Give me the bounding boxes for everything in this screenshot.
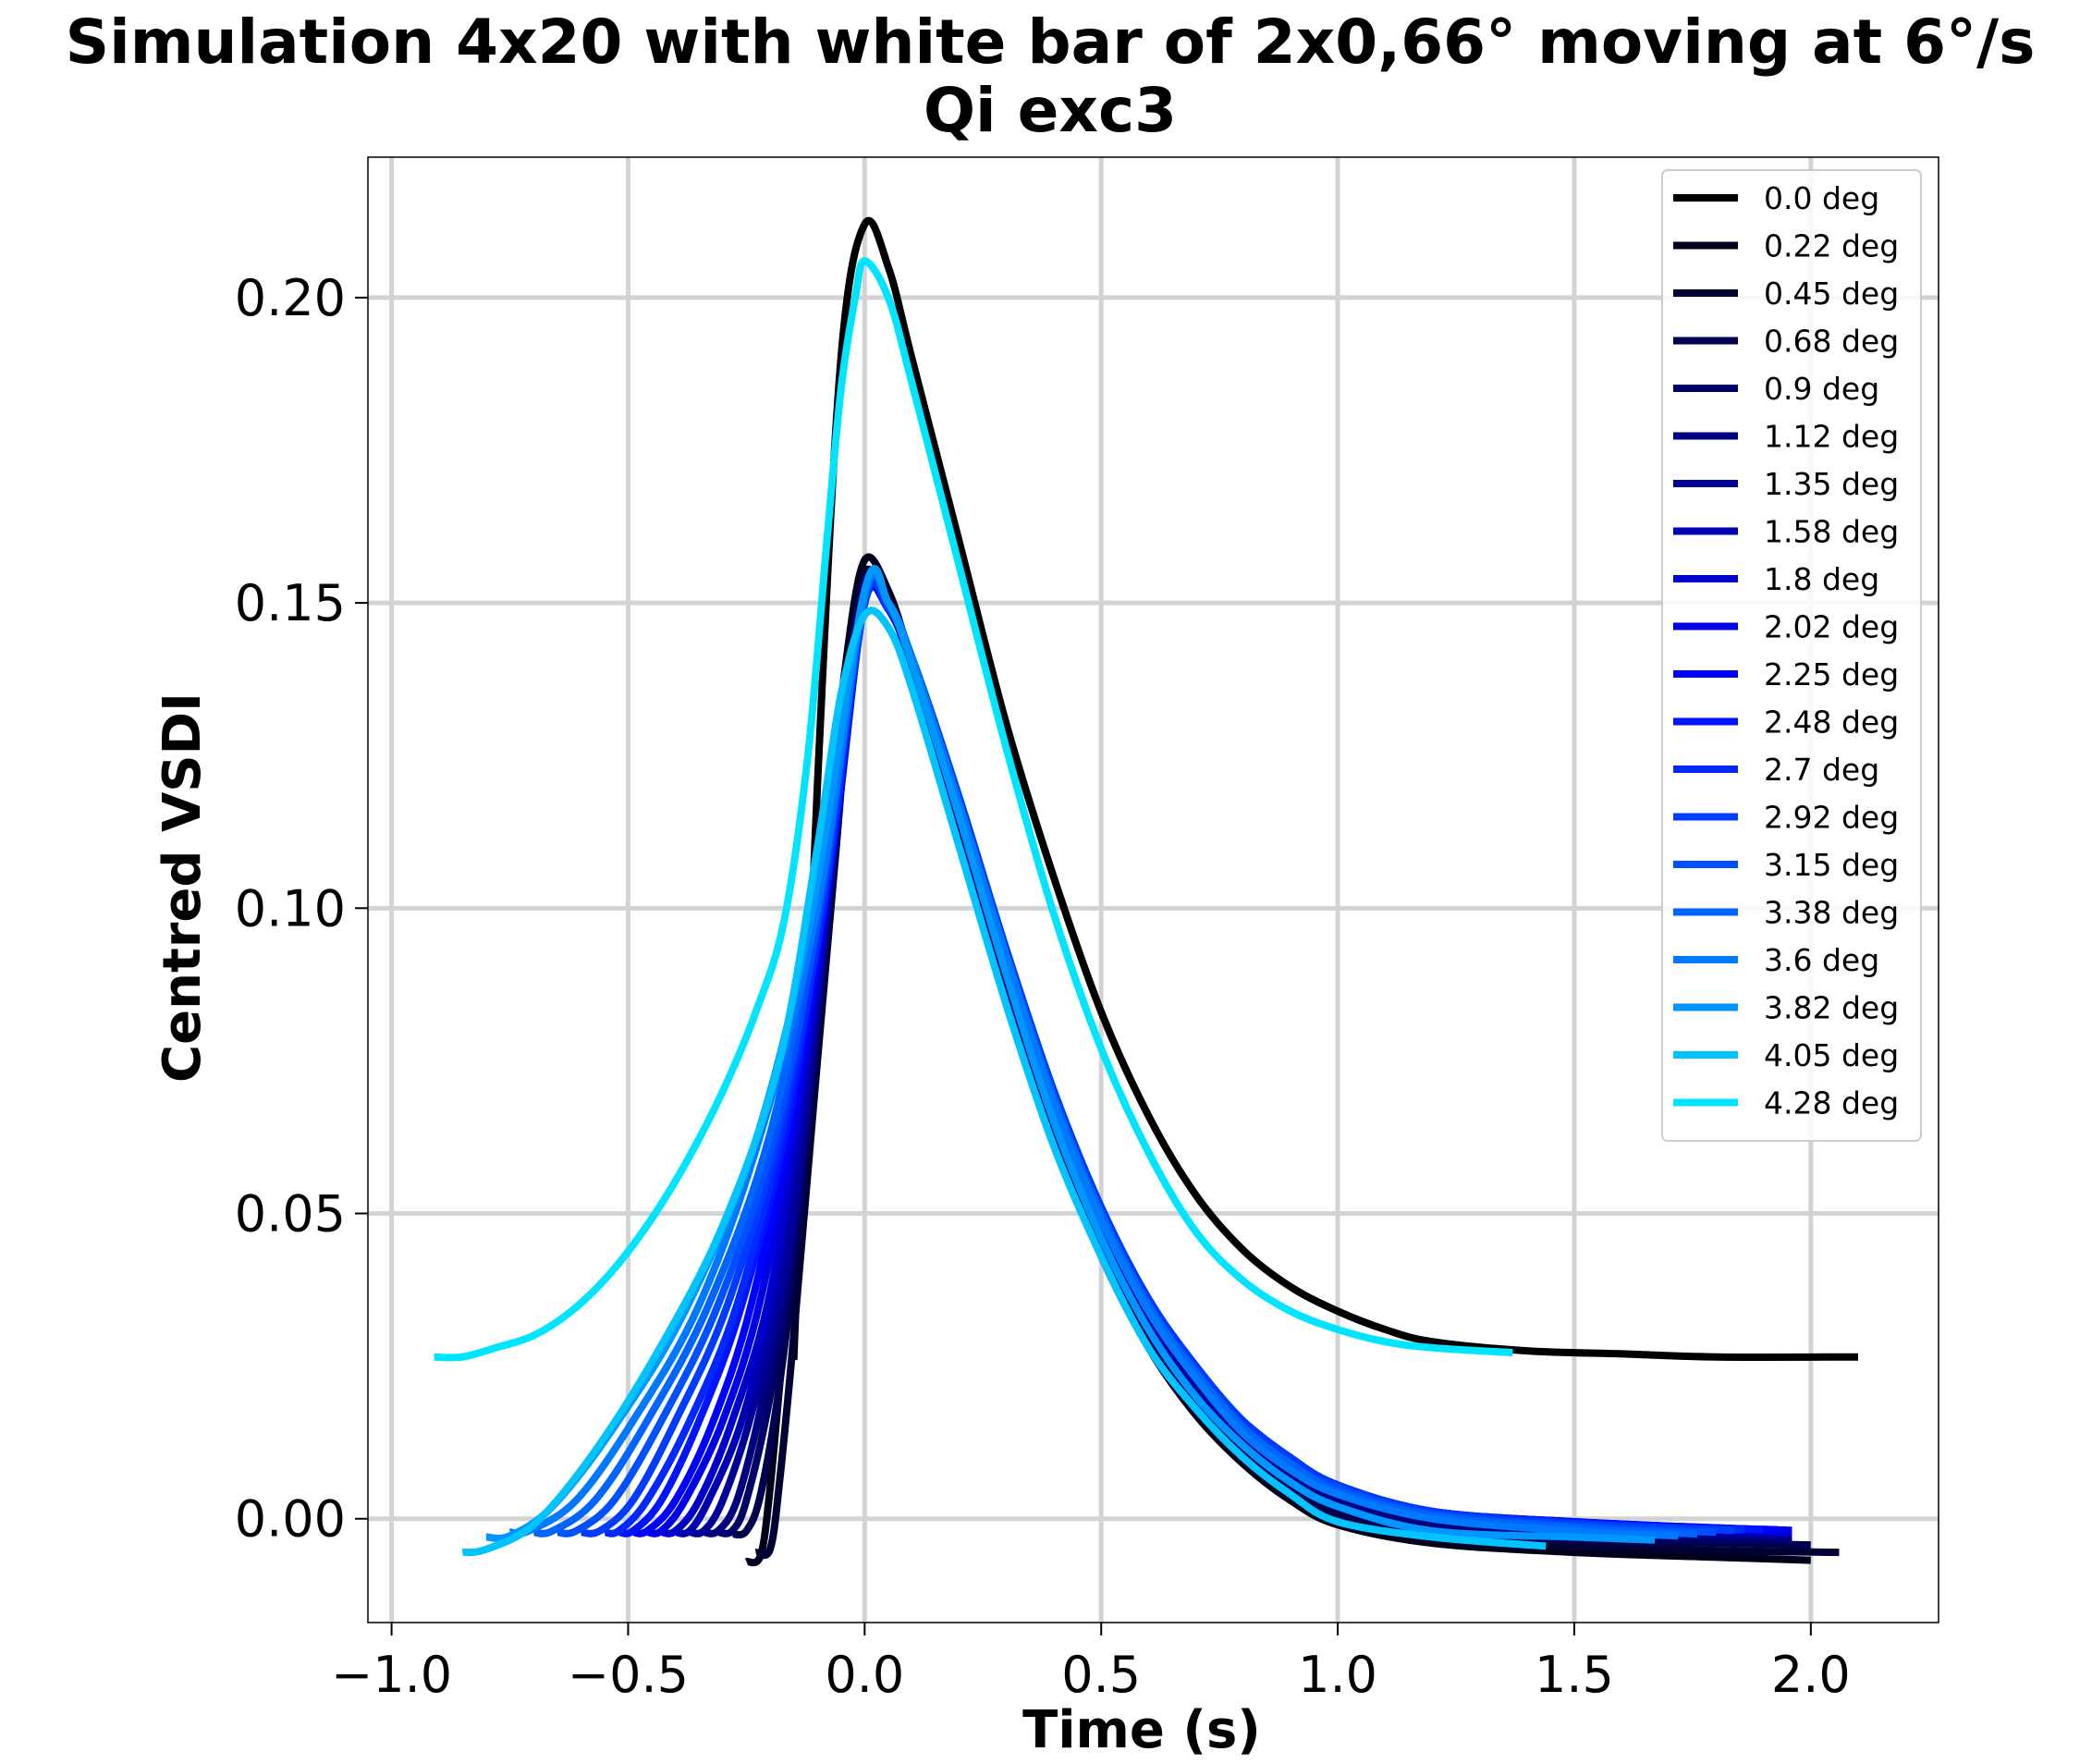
chart-title: Simulation 4x20 with white bar of 2x0,66… <box>66 6 2036 78</box>
legend-label: 2.48 deg <box>1764 704 1899 741</box>
series-line-17 <box>485 564 1656 1544</box>
legend-label: 4.05 deg <box>1764 1037 1899 1073</box>
legend-label: 2.02 deg <box>1764 609 1899 645</box>
x-tick-label: 0.5 <box>1061 1646 1141 1704</box>
x-axis-label: Time (s) <box>1022 1700 1261 1760</box>
legend: 0.0 deg 0.22 deg 0.45 deg 0.68 deg 0.9 deg 1.… <box>1661 169 1922 1142</box>
legend-label: 3.38 deg <box>1764 895 1899 931</box>
legend-label: 1.12 deg <box>1764 419 1899 455</box>
legend-label: 0.68 deg <box>1764 324 1899 360</box>
x-tick-label: 1.0 <box>1298 1646 1377 1704</box>
y-tick-label: 0.00 <box>235 1490 346 1549</box>
series-layer <box>434 216 1859 1567</box>
y-axis-label: Centred VSDI <box>153 692 213 1083</box>
series-line-18 <box>461 606 1547 1557</box>
legend-label: 0.22 deg <box>1764 228 1899 264</box>
plot-area-frame <box>367 156 1939 1623</box>
x-tick-label: 1.5 <box>1535 1646 1614 1704</box>
legend-label: 0.45 deg <box>1764 276 1899 312</box>
legend-box <box>1661 169 1922 1142</box>
legend-label: 3.82 deg <box>1764 990 1899 1026</box>
legend-label: 3.6 deg <box>1764 942 1879 978</box>
series-line-19 <box>434 257 1513 1362</box>
y-tick-label: 0.20 <box>235 269 346 327</box>
legend-label: 4.28 deg <box>1764 1085 1899 1121</box>
legend-label: 1.8 deg <box>1764 561 1879 597</box>
legend-label: 2.92 deg <box>1764 800 1899 836</box>
x-tick-label: −1.0 <box>331 1646 452 1704</box>
chart-subtitle: Qi exc3 <box>924 75 1177 146</box>
legend-label: 3.15 deg <box>1764 847 1899 883</box>
x-tick-label: −0.5 <box>568 1646 689 1704</box>
x-tick-label: 0.0 <box>825 1646 904 1704</box>
axis-ticks: −1.0 −0.5 0.0 0.5 1.0 1.5 2.0 0.00 0.05 0.10 0.15 0… <box>235 269 1851 1704</box>
legend-label: 2.25 deg <box>1764 656 1899 692</box>
y-tick-label: 0.05 <box>235 1185 346 1243</box>
legend-label: 1.35 deg <box>1764 466 1899 502</box>
legend-label: 1.58 deg <box>1764 514 1899 550</box>
y-tick-label: 0.15 <box>235 574 346 632</box>
legend-label: 0.0 deg <box>1764 180 1879 216</box>
y-tick-label: 0.10 <box>235 879 346 937</box>
legend-label: 0.9 deg <box>1764 371 1879 407</box>
x-tick-label: 2.0 <box>1771 1646 1851 1704</box>
legend-label: 2.7 deg <box>1764 752 1879 788</box>
